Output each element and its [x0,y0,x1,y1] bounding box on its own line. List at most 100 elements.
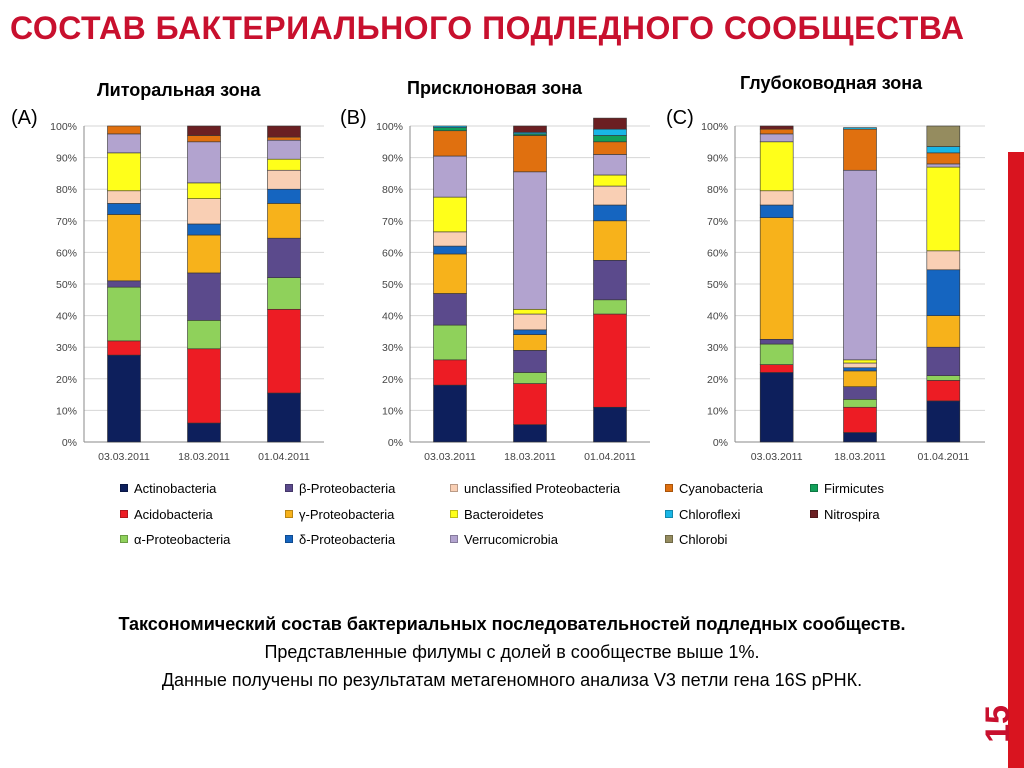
y-tick-label: 70% [707,216,728,228]
bar-segment-alpha [267,277,301,310]
right-edge-accent-bar [1008,152,1024,768]
legend-swatch [285,484,293,492]
bar-segment-bacter [593,174,627,187]
y-tick-label: 70% [382,216,403,228]
bar-segment-actino [843,432,877,443]
bar-segment-delta [843,367,877,372]
x-tick-label: 01.04.2011 [917,451,969,463]
bar-segment-verruco [433,155,467,198]
y-tick-label: 40% [707,311,728,323]
bar-segment-chlorofl [926,146,961,154]
bar-segment-verruco [926,163,961,168]
panel-c-label: (C) [666,107,694,129]
bar-segment-beta [843,386,877,400]
y-tick-label: 10% [382,405,403,417]
y-tick-label: 100% [376,121,403,133]
bar-segment-verruco [593,154,627,176]
bar-segment-beta [187,272,221,321]
chart-legend: Actinobacteria β-Proteobacteria unclassifi… [120,478,920,554]
y-tick-label: 50% [56,279,77,291]
y-tick-label: 10% [707,405,728,417]
bar-segment-alpha [513,372,547,384]
legend-label: Bacteroidetes [464,506,544,522]
bar-segment-alpha [759,343,794,365]
bar-segment-beta [267,237,301,278]
bar-segment-actino [107,354,141,443]
caption-line-3: Данные получены по результатам метагеном… [161,670,863,690]
bar-segment-unclass [926,250,961,271]
bar-segment-actino [187,422,221,443]
bar-segment-gamma [107,214,141,282]
bar-segment-alpha [593,299,627,315]
x-tick-label: 03.03.2011 [751,451,803,463]
bar-segment-unclass [593,185,627,206]
bar-segment-bacter [187,182,221,199]
bar-segment-unclass [433,231,467,247]
panel-a-label: (A) [11,107,38,129]
bar-segment-delta [593,204,627,222]
bar-segment-actino [267,392,301,443]
y-tick-label: 90% [56,153,77,165]
bar-segment-delta [433,245,467,255]
y-tick-label: 100% [701,121,728,133]
bar-segment-gamma [187,234,221,274]
bar-segment-alpha [187,320,221,350]
y-tick-label: 30% [56,342,77,354]
bar-segment-alpha [107,286,141,342]
legend-swatch [120,535,128,543]
bar-segment-gamma [513,334,547,351]
bar-segment-verruco [513,171,547,310]
bar-segment-verruco [267,139,301,160]
bar-segment-unclass [107,190,141,204]
caption: Таксономический состав бактериальных пос… [0,610,1024,694]
legend-item-acido: Acidobacteria [120,504,213,524]
bar-segment-actino [433,384,467,443]
bar-segment-alpha [843,399,877,408]
y-tick-label: 0% [388,437,403,449]
bar-segment-chlorobi [926,125,961,147]
bar-segment-bacter [267,158,301,171]
legend-swatch [665,535,673,543]
x-tick-label: 01.04.2011 [258,451,310,463]
y-tick-label: 80% [56,184,77,196]
bar-segment-gamma [843,370,877,387]
legend-label: unclassified Proteobacteria [464,480,621,496]
bar-segment-delta [267,188,301,204]
legend-item-beta: β-Proteobacteria [285,478,395,498]
bar-segment-acido [759,364,794,373]
legend-swatch [665,484,673,492]
legend-label: Acidobacteria [134,506,213,522]
legend-swatch [285,535,293,543]
legend-item-verruco: Verrucomicrobia [450,529,558,549]
legend-swatch [120,484,128,492]
legend-label: Verrucomicrobia [464,531,558,547]
y-tick-label: 40% [56,311,77,323]
panel-c-title: Глубоководная зона [740,73,923,93]
y-tick-label: 80% [707,184,728,196]
legend-item-gamma: γ-Proteobacteria [285,504,394,524]
y-tick-label: 20% [382,374,403,386]
y-tick-label: 20% [56,374,77,386]
bar-segment-cyano [513,135,547,173]
y-tick-label: 30% [707,342,728,354]
bar-segment-bacter [843,359,877,364]
bar-segment-gamma [267,203,301,239]
bar-segment-beta [593,260,627,301]
x-tick-label: 03.03.2011 [98,451,150,463]
legend-label: Actinobacteria [134,480,217,496]
bar-segment-chlorofl [433,125,467,128]
chart-panel-b: 0% 10% 20% 30% 40% 50% 60% 70% 80% 90% 100% 03.03.2… [376,117,650,463]
bar-segment-unclass [187,198,221,225]
bar-segment-gamma [433,253,467,294]
legend-item-unclass: unclassified Proteobacteria [450,478,620,498]
bar-segment-cyano [107,125,141,135]
bar-segment-unclass [267,169,301,190]
bar-segment-nitro [187,125,221,136]
bar-segment-verruco [107,133,141,154]
bar-segment-acido [926,380,961,402]
legend-item-actino: Actinobacteria [120,478,216,498]
x-tick-label: 18.03.2011 [834,451,886,463]
bar-segment-nitro [759,125,794,130]
bar-segment-delta [187,223,221,236]
y-tick-label: 70% [56,216,77,228]
